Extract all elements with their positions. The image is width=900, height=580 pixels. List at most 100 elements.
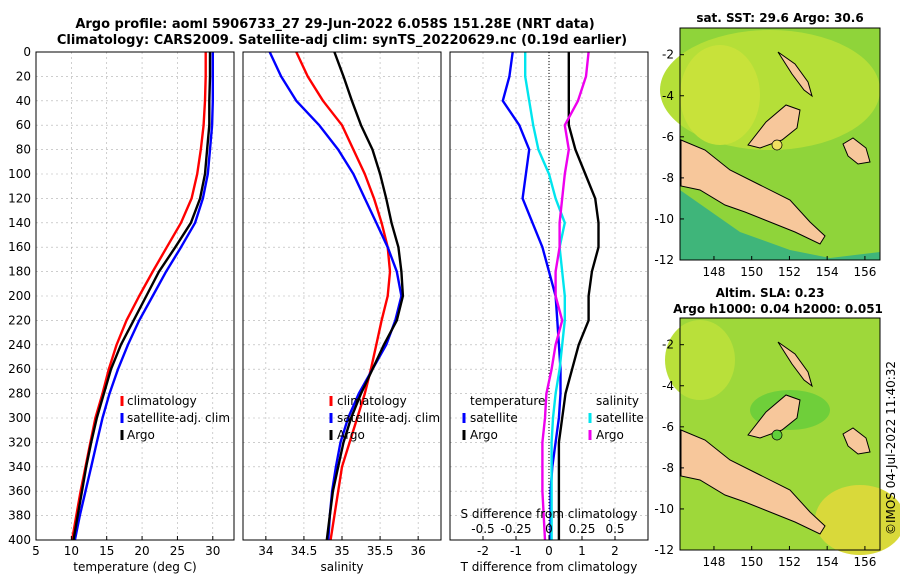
map-lon-tick: 154 [816, 265, 839, 279]
x-tick-label: 25 [170, 544, 185, 558]
legend-argo-label: Argo [337, 428, 365, 442]
legend-climatology-label: climatology [337, 394, 407, 408]
legend-argo-label: Argo [127, 428, 155, 442]
y-tick-label: 160 [8, 240, 31, 254]
temperature-panel: 0 20 40 60 80 100 120 140 160 180 200 220 240 260 280 3… [8, 45, 235, 574]
x-tick-label: 10 [64, 544, 79, 558]
x-tick-label: 35.5 [367, 544, 394, 558]
map-lon-tick: 156 [853, 265, 876, 279]
y-tick-label: 20 [16, 69, 31, 83]
new-britain-land [747, 394, 801, 439]
legend-satellite-label: satellite-adj. clim [127, 411, 230, 425]
y-tick-label: 140 [8, 216, 31, 230]
y-tick-label: 380 [8, 509, 31, 523]
new-guinea-land [680, 429, 826, 535]
x-tick-label: 1 [578, 544, 586, 558]
sla-mid-patch [665, 320, 735, 400]
map-lat-tick: -8 [662, 171, 674, 185]
map-lat-tick: -10 [654, 212, 674, 226]
argo-float-marker [771, 139, 783, 151]
map-lon-tick: 150 [740, 555, 763, 569]
map-lat-tick: -2 [662, 338, 674, 352]
x-tick-label: 34 [258, 544, 273, 558]
legend-climatology-label: climatology [127, 394, 197, 408]
x-tick-label: 36 [411, 544, 426, 558]
y-tick-label: 320 [8, 435, 31, 449]
y-tick-label: 200 [8, 289, 31, 303]
map-lon-tick: 152 [778, 555, 801, 569]
series-line-satellite-adj-clim [73, 52, 215, 541]
x-tick-label: 35 [334, 544, 349, 558]
imos-credit: ©IMOS 04-Jul-2022 11:40:32 [884, 361, 898, 535]
map-lat-tick: -12 [654, 543, 674, 557]
s-diff-tick-label: -0.25 [500, 522, 531, 536]
temperature-legend: climatology satellite-adj. clim Argo [120, 394, 230, 442]
legend-s-argo-label: Argo [596, 428, 624, 442]
map-lat-tick: -12 [654, 253, 674, 267]
series-line-climatology [295, 51, 392, 541]
sla-map: Altim. SLA: 0.23 Argo h1000: 0.04 h2000:… [654, 286, 900, 569]
map-lon-tick: 148 [703, 555, 726, 569]
y-tick-label: 120 [8, 191, 31, 205]
y-tick-label: 240 [8, 338, 31, 352]
y-tick-label: 360 [8, 484, 31, 498]
t-difference-xlabel: T difference from climatology [460, 560, 638, 574]
bougainville-land [842, 137, 871, 165]
x-tick-label: 5 [32, 544, 40, 558]
s-diff-tick-label: -0.5 [471, 522, 494, 536]
legend-t-argo-label: Argo [470, 428, 498, 442]
x-tick-label: 20 [134, 544, 149, 558]
y-tick-label: 260 [8, 362, 31, 376]
map-lon-tick: 148 [703, 265, 726, 279]
s-difference-xlabel: S difference from climatology [461, 507, 638, 521]
difference-legend: temperature satellite Argo salinity sate… [462, 394, 644, 442]
legend-salinity-title: salinity [596, 394, 639, 408]
map-lon-tick: 156 [853, 555, 876, 569]
legend-temperature-title: temperature [470, 394, 545, 408]
series-line-s-diff-argo [541, 51, 590, 541]
sst-map-frame [679, 27, 881, 261]
y-tick-label: 100 [8, 167, 31, 181]
salinity-panel: 34 34.5 35 35.5 36 salinity climatology sate… [242, 51, 442, 574]
map-lon-tick: 154 [816, 555, 839, 569]
new-britain-land [747, 104, 801, 149]
sst-map: sat. SST: 29.6 Argo: 30.6 -2 -4 -6 -8 -10 -12… [654, 11, 881, 279]
difference-panel: -2 -1 0 1 2 -0.5 -0.25 0 0.25 0.5 T difference f… [449, 51, 649, 574]
x-tick-label: 15 [99, 544, 114, 558]
legend-s-satellite-label: satellite [596, 411, 644, 425]
y-tick-label: 0 [23, 45, 31, 59]
new-guinea-land [680, 139, 826, 245]
s-diff-tick-label: 0.5 [605, 522, 624, 536]
series-line-s-diff-satellite [524, 52, 566, 540]
x-tick-label: -1 [510, 544, 522, 558]
new-ireland-land [777, 341, 813, 388]
sla-map-frame [679, 317, 881, 551]
map-lat-tick: -4 [662, 379, 674, 393]
sla-map-subtitle: Argo h1000: 0.04 h2000: 0.051 [673, 302, 883, 316]
map-lat-tick: -8 [662, 461, 674, 475]
y-tick-label: 60 [16, 118, 31, 132]
x-tick-label: 30 [205, 544, 220, 558]
series-line-argo [72, 52, 212, 541]
temperature-xlabel: temperature (deg C) [73, 560, 196, 574]
legend-t-satellite-label: satellite [470, 411, 518, 425]
s-diff-tick-label: 0.25 [569, 522, 596, 536]
sla-high-patch [815, 485, 900, 555]
y-tick-label: 300 [8, 411, 31, 425]
x-tick-label: 0 [545, 544, 553, 558]
map-lon-tick: 150 [740, 265, 763, 279]
salinity-legend: climatology satellite-adj. clim Argo [329, 394, 440, 442]
series-line-satellite-adj-clim [268, 51, 403, 541]
y-tick-label: 220 [8, 313, 31, 327]
sst-warm-core [680, 45, 760, 145]
y-tick-label: 340 [8, 460, 31, 474]
legend-satellite-label: satellite-adj. clim [337, 411, 440, 425]
s-diff-tick-label: 0 [545, 522, 553, 536]
temperature-axes-frame [35, 51, 235, 541]
figure-title-line1: Argo profile: aoml 5906733_27 29-Jun-202… [75, 17, 594, 32]
series-line-argo [325, 51, 405, 541]
map-lon-tick: 152 [778, 265, 801, 279]
y-tick-label: 180 [8, 265, 31, 279]
salinity-xlabel: salinity [320, 560, 363, 574]
